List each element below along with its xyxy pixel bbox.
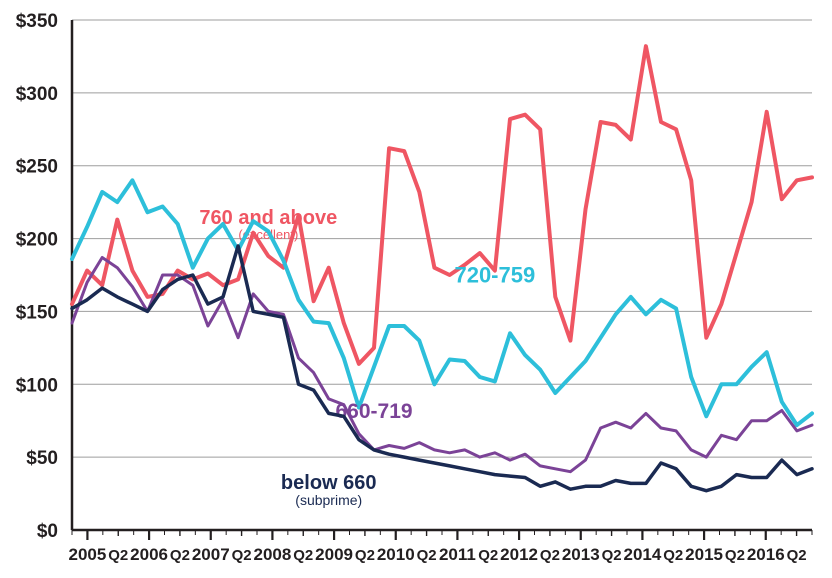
x-tick-label: Q2: [540, 547, 560, 564]
x-tick-label: Q2: [293, 547, 313, 564]
x-tick-label: Q2: [108, 547, 128, 564]
x-tick-label: Q2: [478, 547, 498, 564]
series-label: below 660: [281, 472, 377, 494]
y-tick-label: $200: [16, 230, 58, 251]
x-tick-label: 2014: [624, 545, 662, 564]
x-tick-label: Q2: [725, 547, 745, 564]
y-tick-label: $300: [16, 84, 58, 105]
credit-score-line-chart: $0$50$100$150$200$250$300$3502005Q22006Q…: [0, 0, 832, 578]
y-tick-label: $250: [16, 157, 58, 178]
y-tick-label: $350: [16, 11, 58, 32]
x-tick-label: Q2: [355, 547, 375, 564]
x-tick-label: Q2: [417, 547, 437, 564]
series-label: 720-759: [454, 262, 535, 287]
x-tick-label: Q2: [232, 547, 252, 564]
x-tick-label: Q2: [170, 547, 190, 564]
series-sublabel: (subprime): [295, 492, 362, 508]
x-tick-label: 2015: [685, 545, 723, 564]
chart-svg: $0$50$100$150$200$250$300$3502005Q22006Q…: [0, 0, 832, 578]
x-tick-label: Q2: [787, 547, 807, 564]
x-tick-label: 2012: [500, 545, 538, 564]
x-tick-label: 2008: [254, 545, 292, 564]
x-tick-label: 2006: [130, 545, 168, 564]
x-tick-label: 2005: [69, 545, 107, 564]
y-tick-label: $50: [26, 448, 58, 469]
y-tick-label: $100: [16, 375, 58, 396]
x-tick-label: 2007: [192, 545, 230, 564]
x-tick-label: 2013: [562, 545, 600, 564]
x-tick-label: Q2: [663, 547, 683, 564]
x-tick-label: 2010: [377, 545, 415, 564]
x-tick-label: 2011: [439, 545, 476, 564]
y-tick-label: $0: [37, 521, 58, 542]
x-tick-label: 2009: [315, 545, 353, 564]
y-tick-label: $150: [16, 302, 58, 323]
x-tick-label: 2016: [747, 545, 785, 564]
x-tick-label: Q2: [602, 547, 622, 564]
